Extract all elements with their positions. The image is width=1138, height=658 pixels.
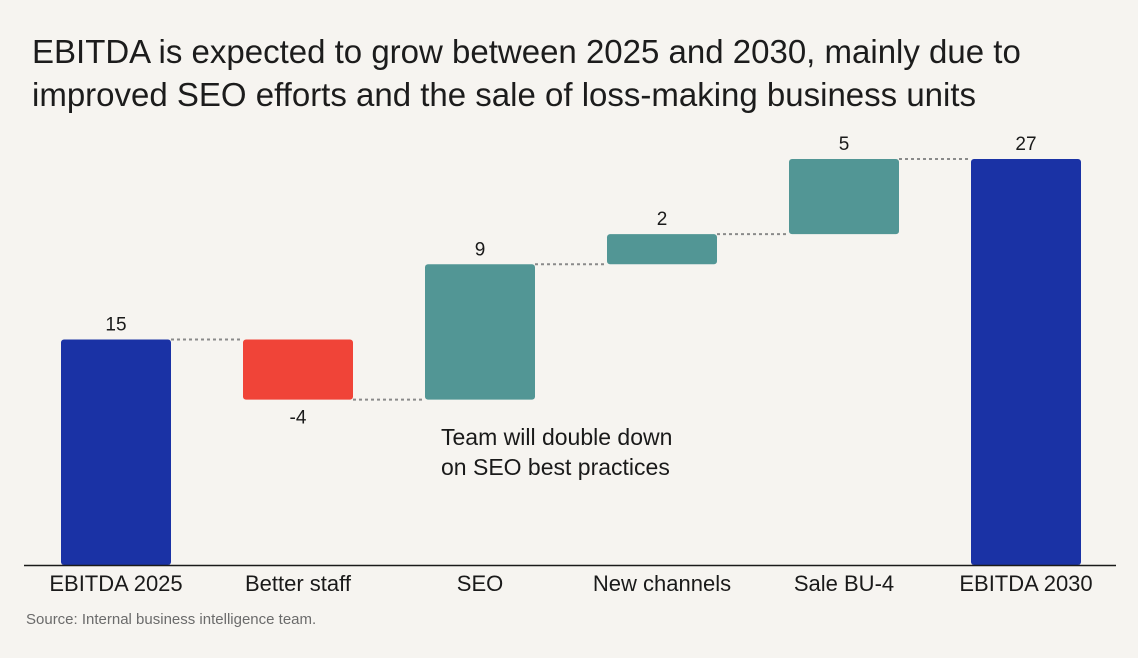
data-label-sale-bu-4: 5 <box>839 134 850 155</box>
chart-title-line-1: EBITDA is expected to grow between 2025 … <box>32 33 1021 70</box>
source-note: Source: Internal business intelligence t… <box>26 611 317 628</box>
category-label-sale-bu-4: Sale BU-4 <box>794 571 894 596</box>
category-label-new-channels: New channels <box>593 571 731 596</box>
seo-annotation-line-2: on SEO best practices <box>441 454 670 480</box>
seo-annotation: Team will double down on SEO best practi… <box>441 422 672 482</box>
bar-sale-bu-4 <box>789 159 899 235</box>
data-label-ebitda-2030: 27 <box>1015 134 1036 155</box>
bar-new-channels <box>607 234 717 265</box>
data-label-better-staff: -4 <box>290 408 307 429</box>
bar-ebitda-2030 <box>971 159 1081 565</box>
data-label-new-channels: 2 <box>657 209 668 230</box>
bar-seo <box>425 264 535 400</box>
data-label-seo: 9 <box>475 239 486 260</box>
bar-better-staff <box>243 339 353 400</box>
category-label-ebitda-2025: EBITDA 2025 <box>49 571 182 596</box>
data-label-ebitda-2025: 15 <box>105 314 126 335</box>
chart-title-line-2: improved SEO efforts and the sale of los… <box>32 76 977 113</box>
bar-ebitda-2025 <box>61 339 171 565</box>
chart-title: EBITDA is expected to grow between 2025 … <box>32 30 1112 116</box>
category-label-ebitda-2030: EBITDA 2030 <box>959 571 1092 596</box>
seo-annotation-line-1: Team will double down <box>441 424 673 450</box>
category-label-seo: SEO <box>457 571 503 596</box>
category-label-better-staff: Better staff <box>245 571 352 596</box>
